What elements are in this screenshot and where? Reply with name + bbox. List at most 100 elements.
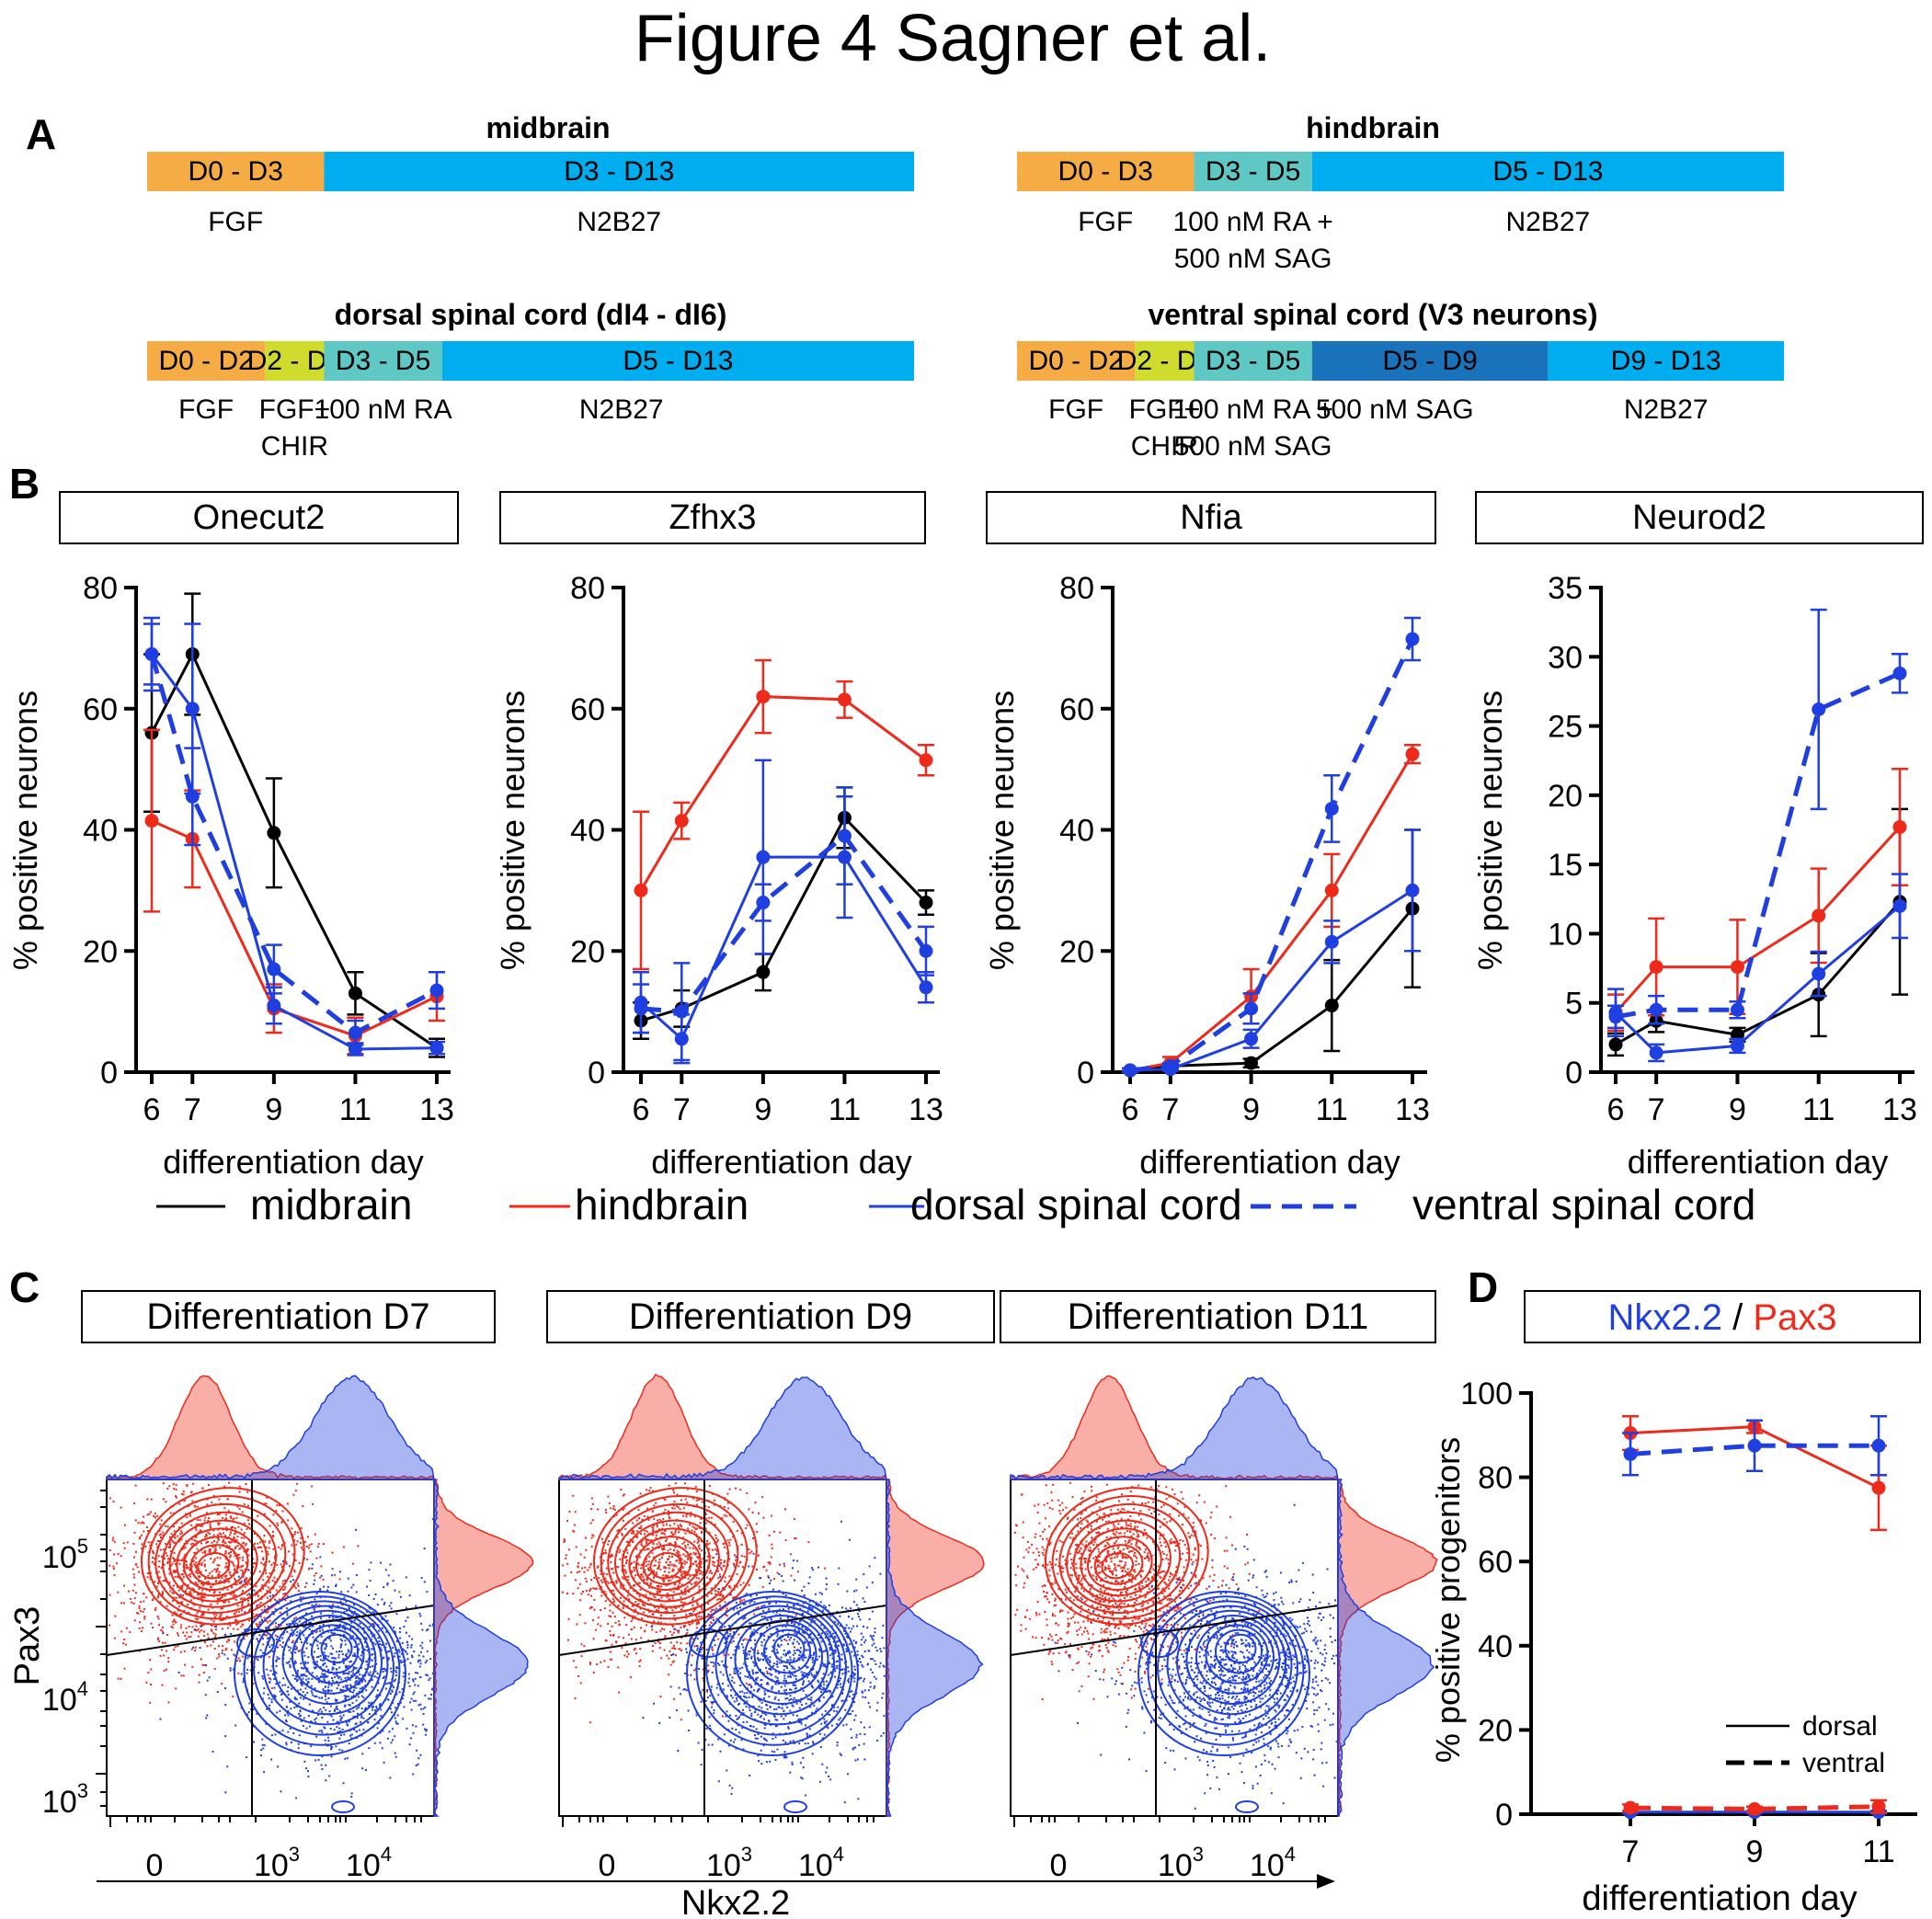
scatter-dot [138,1571,141,1573]
scatter-dot [716,1570,719,1572]
tick-exponent: 3 [77,1779,88,1802]
scatter-dot [255,1585,257,1588]
scatter-dot [696,1541,699,1544]
scatter-dot [669,1650,671,1652]
x-tick-label: 11 [1316,1092,1348,1127]
scatter-dot [237,1566,240,1569]
scatter-dot [811,1753,814,1755]
scatter-dot [415,1672,417,1674]
scatter-dot [745,1526,748,1529]
scatter-dot [232,1525,234,1528]
scatter-dot [342,1662,345,1664]
scatter-dot [612,1589,615,1592]
scatter-dot [600,1570,602,1572]
scatter-dot [163,1654,166,1657]
scatter-dot [267,1673,269,1676]
scatter-dot [625,1576,628,1579]
scatter-dot [668,1673,670,1676]
scatter-dot [328,1616,331,1619]
scatter-dot [684,1545,687,1548]
scatter-dot [324,1727,326,1730]
scatter-dot [275,1664,278,1667]
scatter-dot [159,1533,162,1536]
scatter-dot [223,1579,225,1582]
scatter-dot [361,1674,364,1677]
scatter-dot [355,1591,358,1593]
scatter-dot [811,1674,814,1677]
scatter-dot [241,1511,244,1513]
scatter-dot [729,1673,732,1676]
scatter-dot [274,1581,277,1583]
scatter-dot [181,1578,184,1581]
scatter-dot [326,1736,329,1739]
scatter-dot [331,1666,334,1669]
scatter-dot [349,1685,352,1688]
scatter-dot [360,1707,363,1709]
scatter-dot [189,1491,192,1494]
scatter-dot [414,1677,417,1680]
scatter-dot [646,1489,648,1491]
scatter-dot [382,1668,384,1671]
scatter-dot [871,1644,874,1647]
scatter-dot [697,1540,700,1543]
scatter-dot [177,1645,179,1648]
scatter-dot [277,1623,280,1626]
scatter-dot [228,1545,231,1548]
scatter-dot [676,1576,679,1579]
scatter-dot [785,1639,788,1642]
scatter-dot [792,1666,795,1669]
scatter-dot [330,1715,333,1718]
scatter-dot [246,1577,248,1580]
scatter-dot [357,1712,360,1715]
scatter-dot [280,1790,282,1793]
scatter-dot [342,1658,345,1661]
scatter-dot [272,1561,275,1564]
scatter-dot [246,1628,248,1630]
scatter-dot [210,1526,212,1529]
scatter-dot [418,1665,421,1668]
scatter-dot [757,1605,760,1608]
scatter-dot [673,1583,676,1586]
scatter-dot [863,1641,866,1644]
scatter-dot [653,1702,656,1705]
scatter-dot [131,1589,134,1592]
scatter-dot [146,1513,149,1516]
scatter-dot [406,1643,409,1646]
scatter-dot [728,1541,731,1544]
scatter-dot [170,1626,173,1628]
scatter-dot [727,1585,730,1588]
scatter-dot [358,1677,360,1680]
y-tick-label: 0 [1077,1056,1094,1091]
scatter-dot [264,1540,267,1543]
scatter-dot [713,1503,715,1506]
scatter-dot [790,1574,793,1577]
tick-base: 10 [346,1848,381,1883]
scatter-dot [346,1757,349,1760]
scatter-dot [793,1650,795,1652]
scatter-dot [680,1583,683,1586]
scatter-dot [637,1517,640,1520]
scatter-dot [845,1607,848,1610]
scatter-dot [658,1558,661,1560]
scatter-dot [366,1663,369,1666]
scatter-dot [686,1642,689,1645]
scatter-dot [154,1512,156,1514]
scatter-dot [199,1587,201,1590]
scatter-dot [655,1631,657,1634]
scatter-dot [132,1573,135,1576]
scatter-dot [268,1696,270,1699]
scatter-dot [783,1665,786,1668]
scatter-dot [695,1601,698,1604]
scatter-dot [698,1621,701,1624]
scatter-dot [240,1626,243,1628]
scatter-dot [299,1596,302,1599]
medium-label: 500 nM SAG [1316,394,1474,425]
scatter-dot [412,1693,415,1696]
scatter-dot [280,1698,283,1701]
scatter-dot [331,1603,334,1605]
scatter-dot [342,1546,345,1548]
scatter-dot [714,1589,716,1592]
scatter-dot [262,1692,265,1695]
scatter-dot [339,1688,342,1691]
